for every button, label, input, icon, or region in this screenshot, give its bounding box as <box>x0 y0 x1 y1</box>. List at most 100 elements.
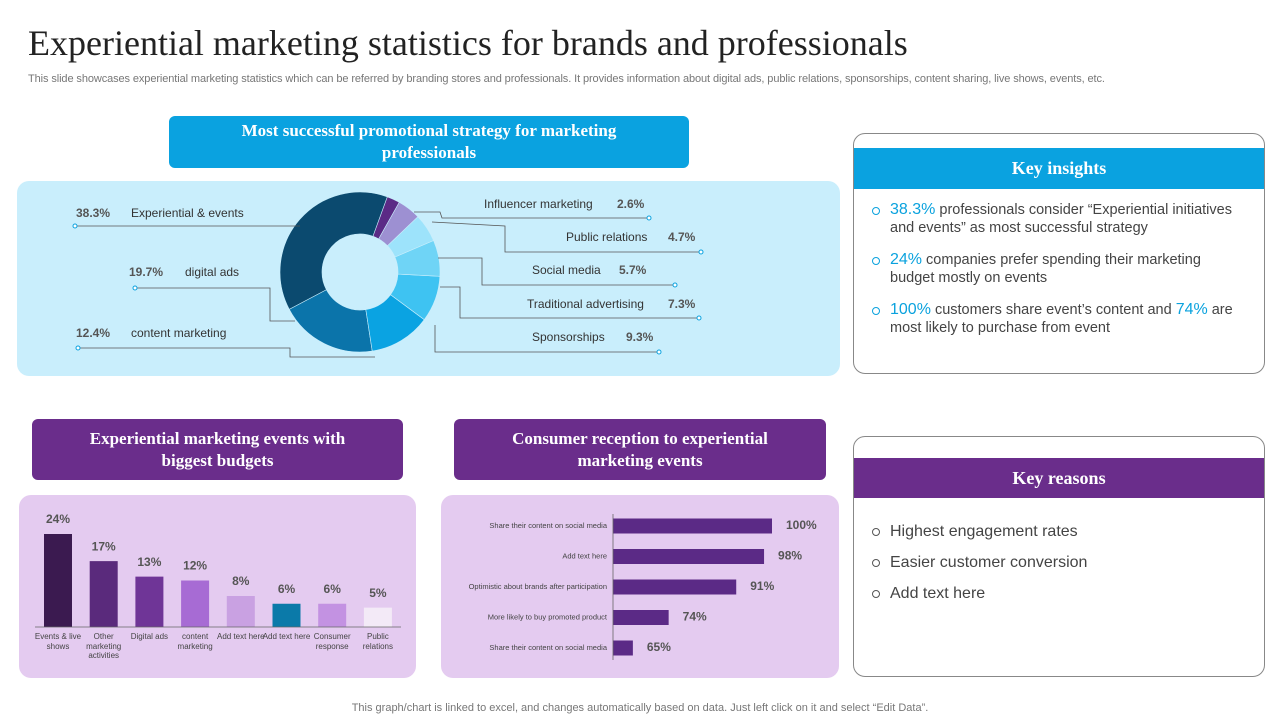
leader-dot <box>132 285 138 291</box>
x-tick-label: Events & live shows <box>34 632 82 651</box>
reason-item: Highest engagement rates <box>870 523 1244 541</box>
donut-slice <box>279 191 388 310</box>
bar-value: 17% <box>92 539 116 553</box>
reasons-title: Key reasons <box>854 458 1264 498</box>
slice-value: 9.3% <box>626 330 654 344</box>
slide-subtitle: This slide showcases experiential market… <box>28 73 1105 85</box>
slice-value: 5.7% <box>619 263 647 277</box>
bar <box>226 596 255 627</box>
bar-value: 100% <box>786 518 817 532</box>
bar <box>613 518 772 534</box>
insights-list: 38.3% professionals consider “Experienti… <box>854 189 1264 337</box>
y-tick-label: Optimistic about brands after participat… <box>469 582 607 591</box>
insight-item: 100% customers share event’s content and… <box>870 301 1244 337</box>
slice-label: Social media <box>532 263 601 277</box>
bar <box>135 576 164 627</box>
leader-dot <box>646 215 652 221</box>
x-tick-label: Public relations <box>362 632 394 651</box>
slide-title: Experiential marketing statistics for br… <box>28 23 908 63</box>
leader-line <box>78 347 375 358</box>
x-tick-label: Add text here <box>217 632 265 641</box>
slice-value: 38.3% <box>76 206 110 220</box>
leader-line <box>431 221 701 253</box>
slice-label: Sponsorships <box>532 330 605 344</box>
insight-text: companies prefer spending their marketin… <box>890 252 1201 286</box>
insights-title: Key insights <box>854 148 1264 189</box>
y-tick-label: Share their content on social media <box>489 521 607 530</box>
x-tick-label: content marketing <box>177 632 213 651</box>
bar-title: Experiential marketing events with bigge… <box>32 419 403 480</box>
bar-value: 13% <box>137 555 161 569</box>
slice-value: 4.7% <box>668 230 696 244</box>
slice-value: 19.7% <box>129 265 163 279</box>
leader-dot <box>698 249 704 255</box>
bar <box>272 603 301 627</box>
donut-title: Most successful promotional strategy for… <box>169 116 689 168</box>
insight-highlight: 100% <box>890 301 931 318</box>
insight-text: professionals consider “Experiential ini… <box>890 202 1232 236</box>
bar-value: 98% <box>778 549 802 563</box>
leader-line <box>135 287 295 322</box>
slice-label: content marketing <box>131 326 226 340</box>
bar <box>318 603 347 627</box>
slice-value: 7.3% <box>668 297 696 311</box>
bar-value: 6% <box>278 582 296 596</box>
footer-note: This graph/chart is linked to excel, and… <box>351 702 929 714</box>
slice-label: Public relations <box>566 230 647 244</box>
x-tick-label: Consumer response <box>313 632 351 651</box>
y-tick-label: Share their content on social media <box>489 643 607 652</box>
insight-item: 38.3% professionals consider “Experienti… <box>870 201 1244 237</box>
slice-label: digital ads <box>185 265 239 279</box>
slice-label: Traditional advertising <box>527 297 644 311</box>
slice-label: Influencer marketing <box>484 197 593 211</box>
x-tick-label: Other marketing activities <box>86 632 122 660</box>
reasons-card: Key reasons Highest engagement rates Easi… <box>853 436 1265 677</box>
leader-dot <box>672 282 678 288</box>
reasons-list: Highest engagement rates Easier customer … <box>854 498 1264 603</box>
bar-value: 12% <box>183 559 207 573</box>
y-tick-label: More likely to buy promoted product <box>488 612 608 621</box>
bar-value: 5% <box>369 586 387 600</box>
leader-line <box>434 325 659 353</box>
y-tick-label: Add text here <box>562 551 607 560</box>
leader-dot <box>75 345 81 351</box>
bar <box>613 610 669 625</box>
insights-card: Key insights 38.3% professionals conside… <box>853 133 1265 374</box>
bar <box>44 534 72 627</box>
leader-dot <box>72 223 78 229</box>
insight-text: customers share event’s content and <box>930 302 1176 318</box>
bar <box>613 549 765 564</box>
bar <box>613 640 633 656</box>
leader-dot <box>696 315 702 321</box>
hbar-title: Consumer reception to experiential marke… <box>454 419 826 480</box>
bar <box>613 579 737 595</box>
reason-item: Add text here <box>870 585 1244 603</box>
insight-text: are most likely to purchase from event <box>890 302 1233 336</box>
donut-slice <box>372 196 400 240</box>
bar-value: 74% <box>683 610 707 624</box>
bar-value: 8% <box>232 574 250 588</box>
leader-line <box>414 211 649 219</box>
bar-panel <box>19 495 416 678</box>
slice-value: 12.4% <box>76 326 110 340</box>
leader-line <box>440 286 699 319</box>
x-tick-label: Add text here <box>262 632 311 641</box>
slice-label: Experiential & events <box>131 206 244 220</box>
insight-item: 24% companies prefer spending their mark… <box>870 251 1244 287</box>
leader-dot <box>656 349 662 355</box>
reason-item: Easier customer conversion <box>870 554 1244 572</box>
insight-highlight: 74% <box>1175 301 1208 318</box>
x-tick-label: Digital ads <box>130 632 169 641</box>
bar-value: 65% <box>647 640 671 654</box>
slice-value: 2.6% <box>617 197 645 211</box>
bar <box>181 580 210 627</box>
bar-value: 6% <box>324 582 342 596</box>
bar <box>363 607 392 627</box>
leader-line <box>438 257 675 286</box>
bar <box>89 561 118 627</box>
bar-value: 91% <box>750 579 774 593</box>
bar-value: 24% <box>46 512 70 526</box>
insight-highlight: 38.3% <box>890 201 936 218</box>
